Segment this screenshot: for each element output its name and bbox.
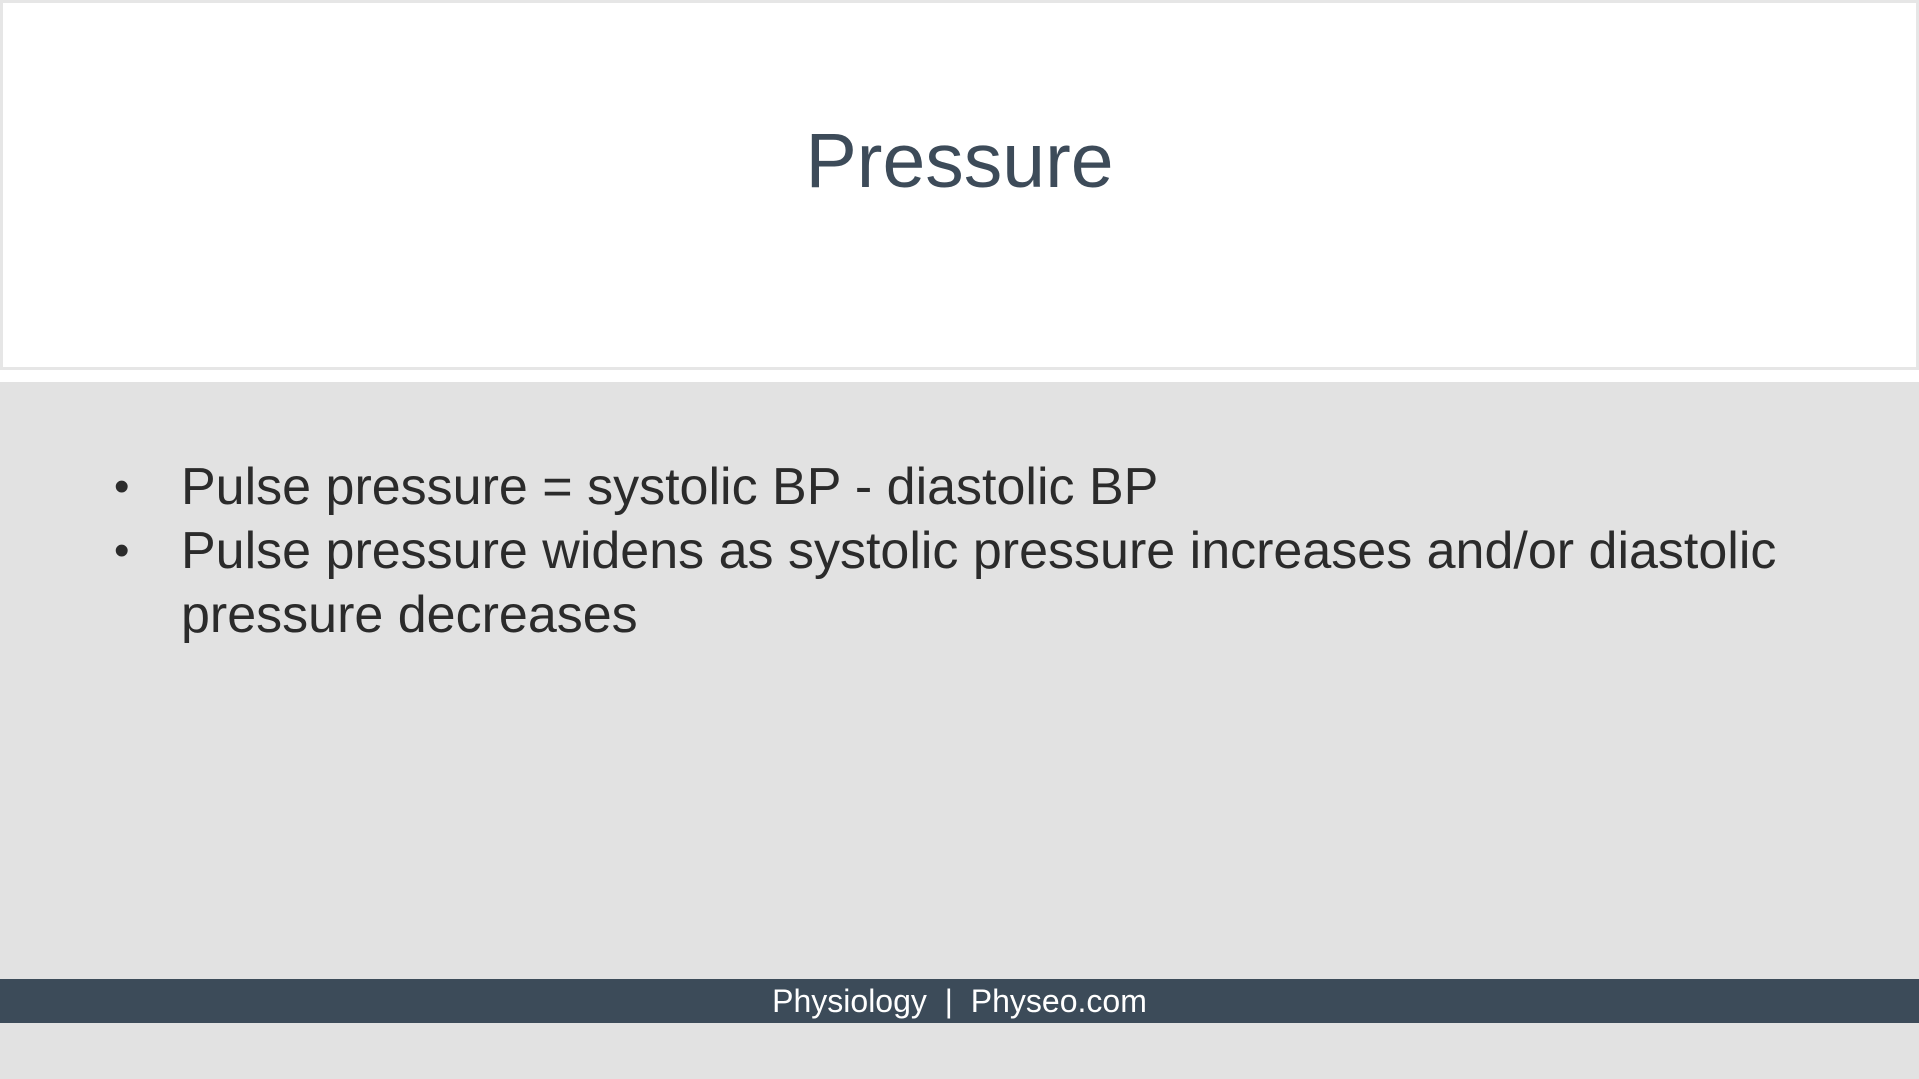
title-box: Pressure bbox=[0, 0, 1919, 370]
bullet-item: • Pulse pressure = systolic BP - diastol… bbox=[0, 455, 1919, 519]
bullet-list: • Pulse pressure = systolic BP - diastol… bbox=[0, 455, 1919, 647]
header-divider bbox=[0, 370, 1919, 382]
bullet-dot-icon: • bbox=[114, 526, 130, 575]
bullet-text: Pulse pressure = systolic BP - diastolic… bbox=[181, 458, 1159, 516]
bullet-item: • Pulse pressure widens as systolic pres… bbox=[0, 519, 1919, 647]
bullet-dot-icon: • bbox=[114, 462, 130, 511]
slide-title: Pressure bbox=[805, 118, 1114, 204]
footer-bar: Physiology | Physeo.com bbox=[0, 979, 1919, 1023]
bullet-text: Pulse pressure widens as systolic pressu… bbox=[181, 522, 1777, 644]
